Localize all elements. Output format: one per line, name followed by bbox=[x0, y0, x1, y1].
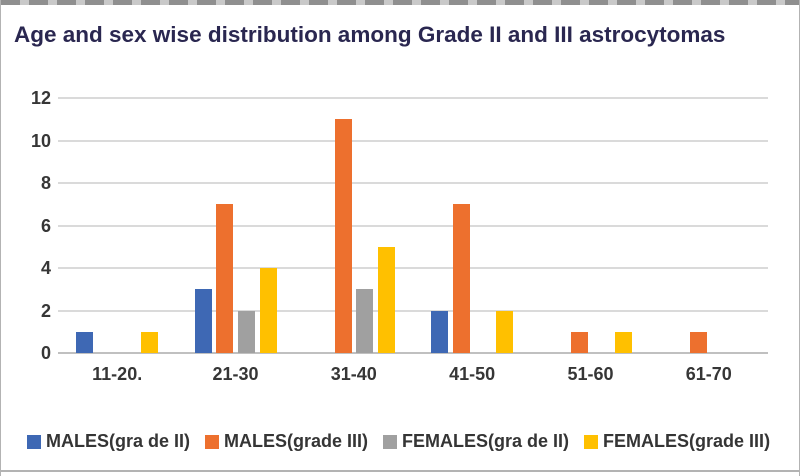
bar-males-grade-iii bbox=[216, 204, 234, 354]
legend-label: MALES(grade III) bbox=[224, 431, 369, 451]
y-tick-label: 2 bbox=[40, 300, 51, 321]
gridline bbox=[58, 182, 768, 184]
bar-females-grade-iii bbox=[259, 268, 277, 353]
bar-males-gra-de-ii bbox=[194, 289, 212, 354]
gridline bbox=[58, 224, 768, 227]
legend-label: MALES(gra de II) bbox=[46, 431, 191, 451]
y-tick-label: 12 bbox=[30, 88, 51, 108]
gridline bbox=[58, 139, 768, 142]
legend-item: MALES(grade III) bbox=[205, 431, 368, 452]
bar-males-gra-de-ii bbox=[76, 331, 94, 354]
bar-males-grade-iii bbox=[452, 204, 470, 354]
x-tick-label: 61-70 bbox=[685, 364, 732, 384]
gridline bbox=[58, 97, 768, 99]
bar-males-grade-iii bbox=[571, 331, 589, 354]
y-tick-label: 10 bbox=[30, 130, 51, 151]
legend-swatch-icon bbox=[584, 434, 599, 449]
bar-females-grade-iii bbox=[377, 246, 395, 354]
legend-label: FEMALES(gra de II) bbox=[402, 431, 570, 451]
legend-item: FEMALES(gra de II) bbox=[383, 431, 569, 452]
bar-females-grade-iii bbox=[614, 331, 632, 354]
chart-legend: MALES(gra de II) MALES(grade III) FEMALES(… bbox=[1, 431, 799, 452]
legend-swatch-icon bbox=[205, 434, 220, 449]
legend-label: FEMALES(grade III) bbox=[603, 431, 771, 451]
x-tick-label: 21-30 bbox=[212, 364, 259, 384]
gridline bbox=[58, 267, 768, 269]
bar-females-gra-de-ii bbox=[356, 289, 374, 354]
bar-females-grade-iii bbox=[496, 310, 514, 353]
x-tick-label: 11-20. bbox=[92, 364, 143, 384]
chart-title: Age and sex wise distribution among Grad… bbox=[14, 22, 726, 47]
x-tick-label: 51-60 bbox=[567, 364, 614, 384]
gridline bbox=[58, 309, 768, 312]
bar-males-grade-iii bbox=[334, 119, 352, 354]
bar-females-gra-de-ii bbox=[237, 310, 255, 353]
y-tick-label: 4 bbox=[40, 258, 51, 278]
top-dashed-border bbox=[1, 0, 799, 5]
x-axis-baseline bbox=[58, 352, 768, 354]
bar-males-gra-de-ii bbox=[431, 310, 449, 353]
legend-item: FEMALES(grade III) bbox=[584, 431, 770, 452]
y-tick-label: 0 bbox=[40, 343, 51, 363]
x-tick-label: 31-40 bbox=[330, 364, 377, 384]
legend-swatch-icon bbox=[27, 434, 41, 449]
bar-males-grade-iii bbox=[689, 331, 707, 354]
y-tick-label: 8 bbox=[40, 173, 51, 193]
bar-females-grade-iii bbox=[141, 331, 159, 354]
y-tick-label: 6 bbox=[40, 215, 51, 236]
bottom-border bbox=[1, 470, 799, 472]
legend-swatch-icon bbox=[383, 434, 398, 449]
legend-item: MALES(gra de II) bbox=[27, 431, 190, 452]
x-tick-label: 41-50 bbox=[449, 364, 496, 384]
